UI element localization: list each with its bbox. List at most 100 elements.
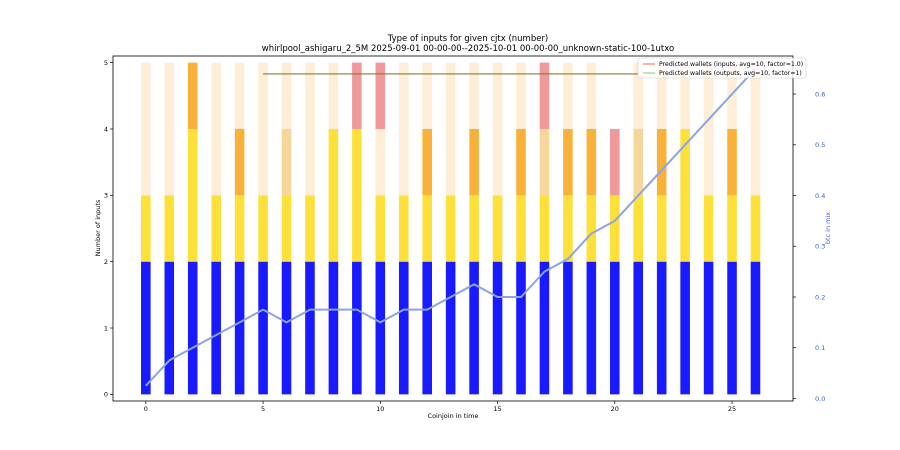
btc-in-mix-line xyxy=(145,68,757,387)
bar-segment-1-4 xyxy=(234,195,245,262)
bar-segment-4-24 xyxy=(703,62,714,196)
bar-segment-1-9 xyxy=(352,128,362,262)
bar-segment-5-17 xyxy=(539,62,550,129)
right-y-axis-ticks: 0.0 0.1 0.2 0.3 0.4 0.5 0.6 xyxy=(793,90,825,403)
bar-segment-4-7 xyxy=(305,62,315,196)
bar-segment-0-8 xyxy=(328,261,339,395)
bar-segment-2-18 xyxy=(563,128,573,196)
bar-segment-4-13 xyxy=(445,62,456,196)
bar-segment-0-17 xyxy=(539,261,550,395)
bar-segment-2-14 xyxy=(469,128,479,196)
bar-segment-4-6 xyxy=(281,62,292,129)
bar-segment-1-3 xyxy=(211,195,221,262)
bar-segment-4-10 xyxy=(375,128,386,196)
bar-segment-1-26 xyxy=(750,195,761,262)
bar-segment-1-8 xyxy=(328,128,339,262)
bar-segment-1-18 xyxy=(563,195,573,262)
bar-segment-2-4 xyxy=(234,128,245,196)
bar-segment-2-16 xyxy=(516,128,526,196)
bar-segment-0-13 xyxy=(445,261,456,395)
bar-segment-0-3 xyxy=(211,261,221,395)
bar-segment-0-4 xyxy=(234,261,245,395)
bar-segment-4-18 xyxy=(563,62,573,129)
x-tick-label-0: 0 xyxy=(144,405,148,413)
bar-segment-4-15 xyxy=(492,62,503,196)
y-tick-label-1: 1 xyxy=(104,324,108,332)
right-y-tick-label-0.3: 0.3 xyxy=(815,243,825,251)
x-tick-label-5: 5 xyxy=(261,405,265,413)
bar-segment-5-20 xyxy=(610,128,620,196)
right-y-tick-label-0.1: 0.1 xyxy=(815,344,825,352)
y-tick-label-2: 2 xyxy=(104,258,108,266)
bar-segment-3-6 xyxy=(281,128,292,196)
bar-segment-0-7 xyxy=(305,261,315,395)
bar-segment-0-14 xyxy=(469,261,479,395)
bar-segment-4-8 xyxy=(328,62,339,129)
bar-stack-group xyxy=(141,62,761,395)
bar-segment-0-22 xyxy=(656,261,667,395)
y-tick-label-0: 0 xyxy=(104,391,108,399)
bar-segment-1-17 xyxy=(539,195,550,262)
bar-segment-3-17 xyxy=(539,128,550,196)
bar-segment-4-4 xyxy=(234,62,245,129)
right-y-tick-label-0.2: 0.2 xyxy=(815,293,825,301)
right-y-axis-label: btc in mix xyxy=(824,212,832,244)
right-y-tick-label-0.5: 0.5 xyxy=(815,141,825,149)
legend-label-predicted-outputs: Predicted wallets (outputs, avg=10, fact… xyxy=(659,70,802,77)
bar-segment-1-7 xyxy=(305,195,315,262)
legend-box xyxy=(637,57,807,79)
plot-frame xyxy=(112,55,794,402)
bar-segment-0-6 xyxy=(281,261,292,395)
legend: Predicted wallets (inputs, avg=10, facto… xyxy=(637,57,807,79)
right-y-tick-label-0.6: 0.6 xyxy=(815,90,825,98)
bar-segment-4-12 xyxy=(422,62,432,129)
bar-segment-4-23 xyxy=(680,62,690,129)
right-y-tick-label-0: 0.0 xyxy=(815,395,825,403)
bar-segment-4-0 xyxy=(141,62,151,196)
y-tick-label-5: 5 xyxy=(104,59,108,67)
bar-segment-1-21 xyxy=(633,195,644,262)
bar-segment-2-25 xyxy=(727,128,737,196)
y-tick-label-4: 4 xyxy=(104,125,108,133)
bar-segment-1-1 xyxy=(164,195,175,262)
bar-segment-4-19 xyxy=(586,62,597,129)
x-tick-label-15: 15 xyxy=(493,405,501,413)
bar-segment-1-14 xyxy=(469,195,479,262)
bar-segment-0-24 xyxy=(703,261,714,395)
bar-segment-0-19 xyxy=(586,261,597,395)
x-axis-label: Coinjoin in time xyxy=(428,412,479,420)
bar-segment-0-10 xyxy=(375,261,386,395)
bar-segment-0-11 xyxy=(398,261,409,395)
bar-segment-1-10 xyxy=(375,195,386,262)
bar-segment-4-26 xyxy=(750,62,761,196)
bar-segment-1-16 xyxy=(516,195,526,262)
bar-segment-0-0 xyxy=(141,261,151,395)
bar-segment-0-16 xyxy=(516,261,526,395)
bar-segment-1-0 xyxy=(141,195,151,262)
bar-segment-2-12 xyxy=(422,128,432,196)
bar-segment-1-5 xyxy=(258,195,268,262)
bar-segment-4-1 xyxy=(164,62,175,196)
bar-segment-0-9 xyxy=(352,261,362,395)
bar-segment-4-14 xyxy=(469,62,479,129)
bar-segment-1-19 xyxy=(586,195,597,262)
bar-segment-0-1 xyxy=(164,261,175,395)
bar-segment-1-13 xyxy=(445,195,456,262)
bar-segment-0-12 xyxy=(422,261,432,395)
bar-segment-0-21 xyxy=(633,261,644,395)
bar-segment-0-25 xyxy=(727,261,737,395)
chart-title: Type of inputs for given cjtx (number) xyxy=(387,34,549,44)
bar-segment-2-22 xyxy=(656,128,667,196)
chart-subtitle: whirlpool_ashigaru_2_5M 2025-09-01 00-00… xyxy=(262,44,674,54)
bar-segment-0-2 xyxy=(187,261,198,395)
bar-segment-1-25 xyxy=(727,195,737,262)
btc-in-mix-line-group xyxy=(145,68,757,387)
bar-segment-0-26 xyxy=(750,261,761,395)
bar-segment-0-5 xyxy=(258,261,268,395)
bar-segment-2-2 xyxy=(187,62,198,129)
bar-segment-1-15 xyxy=(492,195,503,262)
bar-segment-4-21 xyxy=(633,62,644,129)
bar-segment-1-11 xyxy=(398,195,409,262)
x-tick-label-10: 10 xyxy=(376,405,384,413)
